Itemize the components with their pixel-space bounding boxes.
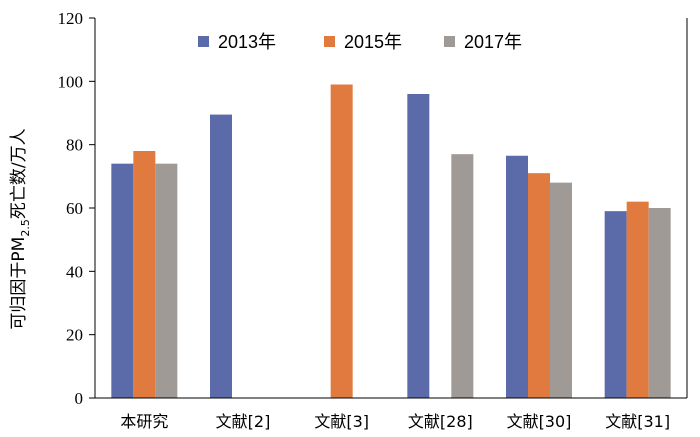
x-category-label: 文献[31] <box>605 412 670 431</box>
y-tick-label: 0 <box>75 389 84 408</box>
bar-1-3 <box>155 163 178 398</box>
y-tick-label: 40 <box>66 262 83 281</box>
y-axis-ticks: 0 20 40 60 80 100 120 <box>58 9 95 408</box>
x-category-label: 文献[3] <box>314 412 369 431</box>
legend-label-1: 2013年 <box>218 32 276 52</box>
bar-3-2 <box>330 84 353 398</box>
x-category-label: 文献[28] <box>408 412 473 431</box>
bar-4-1 <box>407 94 430 398</box>
bar-2-1 <box>210 114 232 398</box>
axes <box>94 18 688 399</box>
legend-swatch-2 <box>324 36 335 47</box>
bar-5-2 <box>528 173 550 398</box>
y-tick-label: 60 <box>66 199 83 218</box>
y-tick-label: 20 <box>66 326 83 345</box>
y-tick-label: 80 <box>66 136 83 155</box>
bar-5-3 <box>550 182 572 398</box>
bar-6-2 <box>626 201 649 398</box>
legend: 2013年 2015年 2017年 <box>198 32 522 52</box>
x-category-label: 本研究 <box>120 412 168 431</box>
x-category-label: 文献[2] <box>216 412 271 431</box>
y-axis-label-tail: 死亡数/万人 <box>9 128 29 219</box>
y-tick-label: 120 <box>58 9 84 28</box>
bar-5-1 <box>506 155 528 398</box>
bar-6-1 <box>604 211 627 398</box>
y-axis-label: 可归因于PM2.5死亡数/万人 <box>9 128 32 329</box>
legend-label-2: 2015年 <box>344 32 402 52</box>
legend-label-3: 2017年 <box>464 32 522 52</box>
y-tick-label: 100 <box>58 72 84 91</box>
legend-swatch-1 <box>198 36 209 47</box>
bars <box>111 84 671 398</box>
y-axis-label-main: 可归因于PM <box>9 237 29 330</box>
bar-1-1 <box>111 163 134 398</box>
legend-swatch-3 <box>444 36 455 47</box>
bar-6-3 <box>648 208 671 398</box>
bar-4-3 <box>451 154 474 398</box>
x-category-label: 文献[30] <box>507 412 572 431</box>
y-axis-label-subscript: 2.5 <box>19 219 32 237</box>
bar-1-2 <box>133 151 156 398</box>
x-axis-labels: 本研究 文献[2] 文献[3] 文献[28] 文献[30] 文献[31] <box>120 412 670 431</box>
